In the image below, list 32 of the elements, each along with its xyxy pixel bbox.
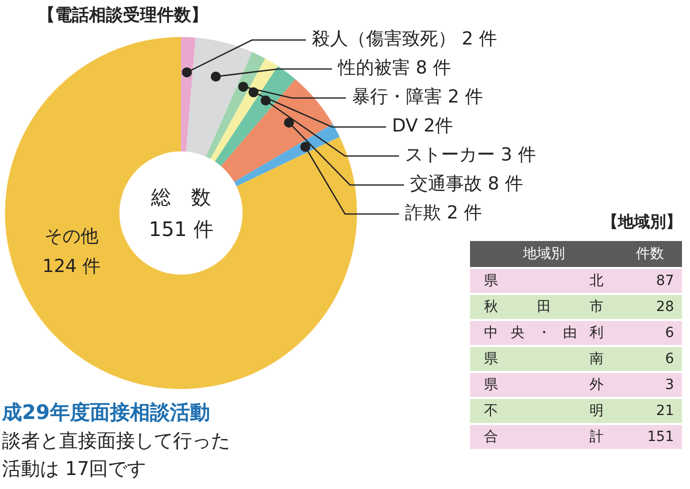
text: 成29年度面接相談活動 [1,400,210,424]
text: 総 数 [150,185,211,210]
data-label: 124 件 [42,256,100,278]
data-label: 87 [618,269,682,293]
chart-title: 【電話相談受理件数】 [38,5,208,26]
category-label: 秋田市 [470,295,618,319]
category-label: 不明 [470,399,618,423]
slice-label: ストーカー 3 件 [405,144,536,166]
slice-label: 交通事故 8 件 [410,174,523,195]
slice-label: その他 [44,226,98,248]
data-label: 3 [618,373,682,397]
text: 談者と直接面接して行った [2,430,230,452]
text: 地域別 [470,241,618,267]
data-label: 6 [618,347,682,371]
category-label: 合計 [470,425,618,449]
text: 【地域別】 [602,212,682,231]
category-label: 県南 [470,347,618,371]
text: 活動は 17回です [2,458,146,480]
slice-label: 殺人（傷害致死） 2 件 [312,28,497,50]
slice-label: 詐欺 2 件 [405,202,482,224]
category-label: 県外 [470,373,618,397]
text: 件数 [618,241,682,267]
text: 151 件 [148,217,214,242]
category-label: 県北 [470,269,618,293]
data-label: 21 [618,399,682,423]
slice-label: 暴行・障害 2 件 [352,86,483,108]
data-label: 6 [618,321,682,345]
category-label: 中央・由利 [470,321,618,345]
data-label: 28 [618,295,682,319]
slice-label: 性的被害 8 件 [337,58,451,79]
data-label: 151 [618,425,682,449]
slice-label: DV 2件 [392,116,454,137]
